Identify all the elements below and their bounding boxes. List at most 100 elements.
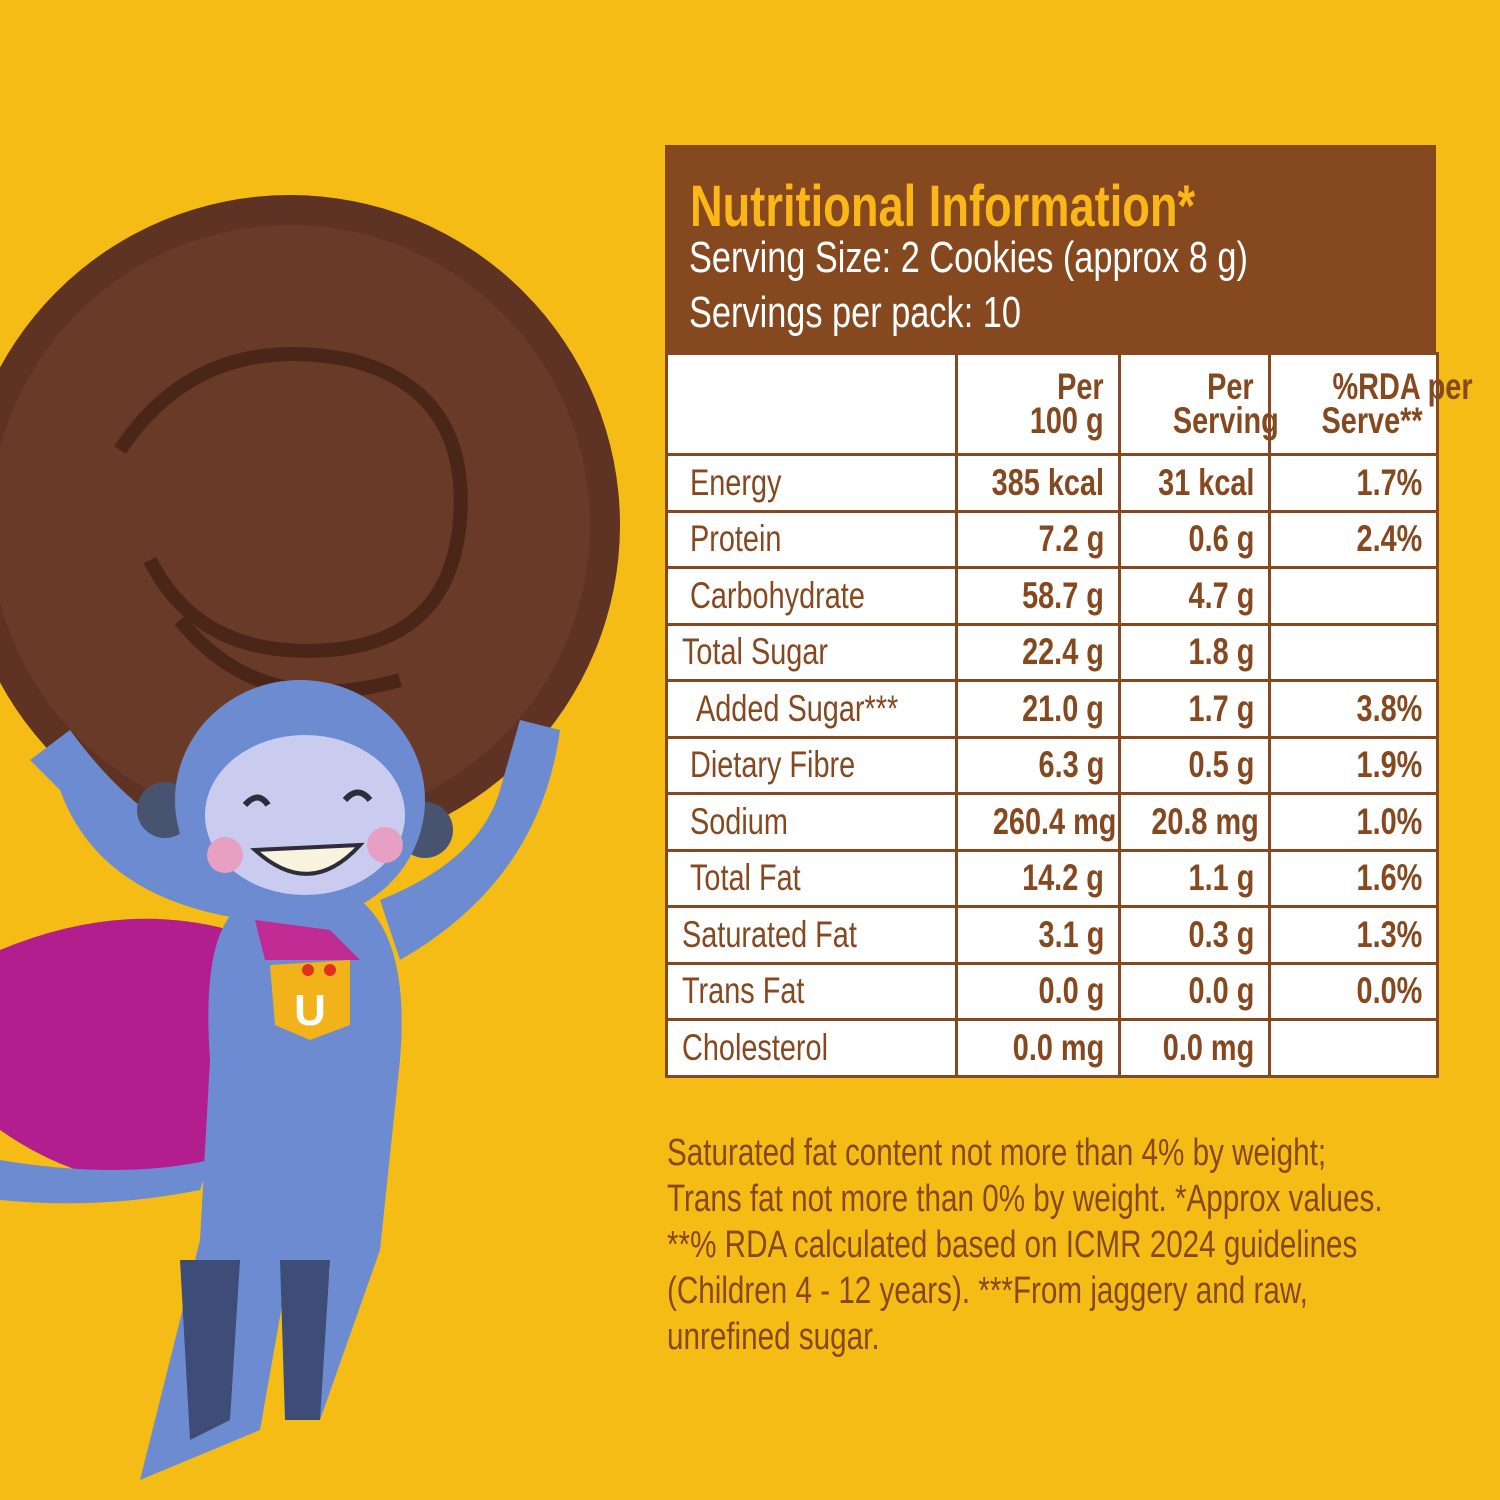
nutrient-name: Trans Fat (682, 970, 805, 1012)
footnote-line: Trans fat not more than 0% by weight. *A… (667, 1178, 1383, 1220)
footnotes: Saturated fat content not more than 4% b… (667, 1130, 1497, 1360)
nutrient-name-cell: Cholesterol (665, 1018, 958, 1078)
footnote-line: **% RDA calculated based on ICMR 2024 gu… (667, 1224, 1358, 1266)
value-rda-cell: 3.8% (1268, 679, 1439, 739)
value-per-serving-cell: 0.5 g (1118, 735, 1271, 795)
value-per-100g: 6.3 g (1038, 744, 1104, 786)
value-per-100g: 22.4 g (1022, 631, 1104, 673)
value-per-100g-cell: 260.4 mg (955, 792, 1121, 852)
value-rda-cell: 0.0% (1268, 961, 1439, 1021)
nutrient-name-cell: Carbohydrate (665, 566, 958, 626)
nutrition-title: Nutritional Information* (690, 174, 1196, 239)
footnote-line: Saturated fat content not more than 4% b… (667, 1132, 1327, 1174)
value-per-100g-cell: 22.4 g (955, 622, 1121, 682)
table-row: Sodium 260.4 mg 20.8 mg 1.0% (665, 792, 1439, 852)
value-rda-cell: 1.3% (1268, 905, 1439, 965)
nutrient-name: Saturated Fat (682, 913, 857, 955)
value-per-100g-cell: 0.0 g (955, 961, 1121, 1021)
value-per-100g-cell: 14.2 g (955, 848, 1121, 908)
value-per-100g-cell: 6.3 g (955, 735, 1121, 795)
nutrient-name-cell: Total Fat (665, 848, 958, 908)
value-per-100g-cell: 58.7 g (955, 566, 1121, 626)
value-rda-cell (1268, 566, 1439, 626)
value-per-serving: 1.8 g (1188, 631, 1254, 673)
value-per-serving-cell: 0.3 g (1118, 905, 1271, 965)
value-per-serving-cell: 4.7 g (1118, 566, 1271, 626)
value-rda: 1.9% (1356, 744, 1422, 786)
value-rda: 1.7% (1356, 461, 1422, 503)
value-rda: 1.3% (1356, 913, 1422, 955)
value-per-serving-cell: 31 kcal (1118, 453, 1271, 513)
value-rda: 0.0% (1356, 970, 1422, 1012)
value-per-100g: 14.2 g (1022, 857, 1104, 899)
value-per-100g-cell: 3.1 g (955, 905, 1121, 965)
nutrient-name-cell: Trans Fat (665, 961, 958, 1021)
value-rda-cell: 1.7% (1268, 453, 1439, 513)
nutrient-name: Added Sugar*** (696, 687, 899, 729)
value-rda-cell: 1.0% (1268, 792, 1439, 852)
nutrient-name: Total Fat (690, 857, 801, 899)
nutrient-name: Sodium (690, 800, 788, 842)
value-per-100g-cell: 0.0 mg (955, 1018, 1121, 1078)
nutrient-name-cell: Protein (665, 509, 958, 569)
value-rda-cell (1268, 1018, 1439, 1078)
column-header-per-serving: Per Serving (1118, 352, 1279, 456)
value-per-serving-cell: 0.6 g (1118, 509, 1271, 569)
nutrition-panel: Nutritional Information* Serving Size: 2… (665, 145, 1473, 1078)
value-per-serving: 0.6 g (1188, 518, 1254, 560)
value-per-serving-cell: 1.8 g (1118, 622, 1271, 682)
table-row: Energy 385 kcal 31 kcal 1.7% (665, 453, 1439, 513)
value-per-100g: 3.1 g (1038, 913, 1104, 955)
value-per-100g: 0.0 mg (1012, 1026, 1104, 1068)
value-per-100g: 385 kcal (991, 461, 1104, 503)
table-row: Trans Fat 0.0 g 0.0 g 0.0% (665, 961, 1439, 1021)
value-rda: 2.4% (1356, 518, 1422, 560)
footnote-line: (Children 4 - 12 years). ***From jaggery… (667, 1270, 1308, 1312)
table-row: Total Fat 14.2 g 1.1 g 1.6% (665, 848, 1439, 908)
value-per-100g: 58.7 g (1022, 574, 1104, 616)
column-header-per-100g: Per 100 g (955, 352, 1121, 456)
value-per-serving: 1.1 g (1188, 857, 1254, 899)
value-per-100g: 7.2 g (1038, 518, 1104, 560)
value-per-serving: 31 kcal (1157, 461, 1254, 503)
value-per-serving: 0.5 g (1188, 744, 1254, 786)
value-per-serving: 4.7 g (1188, 574, 1254, 616)
value-per-serving: 0.0 g (1188, 970, 1254, 1012)
column-header-rda: %RDA per Serve** (1268, 352, 1473, 456)
value-per-serving: 1.7 g (1188, 687, 1254, 729)
column-header-nutrient (665, 352, 958, 456)
nutrient-name: Cholesterol (682, 1026, 828, 1068)
value-per-100g-cell: 385 kcal (955, 453, 1121, 513)
value-per-serving: 0.3 g (1188, 913, 1254, 955)
table-row: Protein 7.2 g 0.6 g 2.4% (665, 509, 1439, 569)
nutrition-table: Per 100 g Per Serving %RDA per Serve** Ener… (665, 352, 1473, 1078)
table-row: Cholesterol 0.0 mg 0.0 mg (665, 1018, 1439, 1078)
servings-per-pack: Servings per pack: 10 (689, 288, 1021, 337)
value-rda-cell: 1.6% (1268, 848, 1439, 908)
nutrient-name: Protein (690, 518, 782, 560)
table-row: Saturated Fat 3.1 g 0.3 g 1.3% (665, 905, 1439, 965)
value-per-serving-cell: 1.1 g (1118, 848, 1271, 908)
value-per-serving-cell: 1.7 g (1118, 679, 1271, 739)
u-badge-icon (270, 960, 350, 1040)
serving-size: Serving Size: 2 Cookies (approx 8 g) (689, 233, 1248, 282)
value-rda: 3.8% (1356, 687, 1422, 729)
footnote-line: unrefined sugar. (667, 1316, 880, 1358)
nutrition-header: Nutritional Information* Serving Size: 2… (665, 145, 1436, 352)
nutrient-name-cell: Saturated Fat (665, 905, 958, 965)
table-row: Added Sugar*** 21.0 g 1.7 g 3.8% (665, 679, 1439, 739)
value-per-serving: 20.8 mg (1151, 800, 1259, 842)
value-per-serving-cell: 0.0 mg (1118, 1018, 1271, 1078)
value-per-100g-cell: 21.0 g (955, 679, 1121, 739)
value-rda-cell (1268, 622, 1439, 682)
value-rda-cell: 1.9% (1268, 735, 1439, 795)
monkey-holding-cookie-illustration: U (0, 195, 620, 1480)
nutrient-name-cell: Energy (665, 453, 958, 513)
value-per-100g: 260.4 mg (992, 800, 1117, 842)
table-row: Carbohydrate 58.7 g 4.7 g (665, 566, 1439, 626)
nutrient-name-cell: Dietary Fibre (665, 735, 958, 795)
nutrient-name-cell: Added Sugar*** (665, 679, 958, 739)
table-header-row: Per 100 g Per Serving %RDA per Serve** (665, 352, 1473, 456)
value-per-100g-cell: 7.2 g (955, 509, 1121, 569)
value-per-serving: 0.0 mg (1162, 1026, 1254, 1068)
